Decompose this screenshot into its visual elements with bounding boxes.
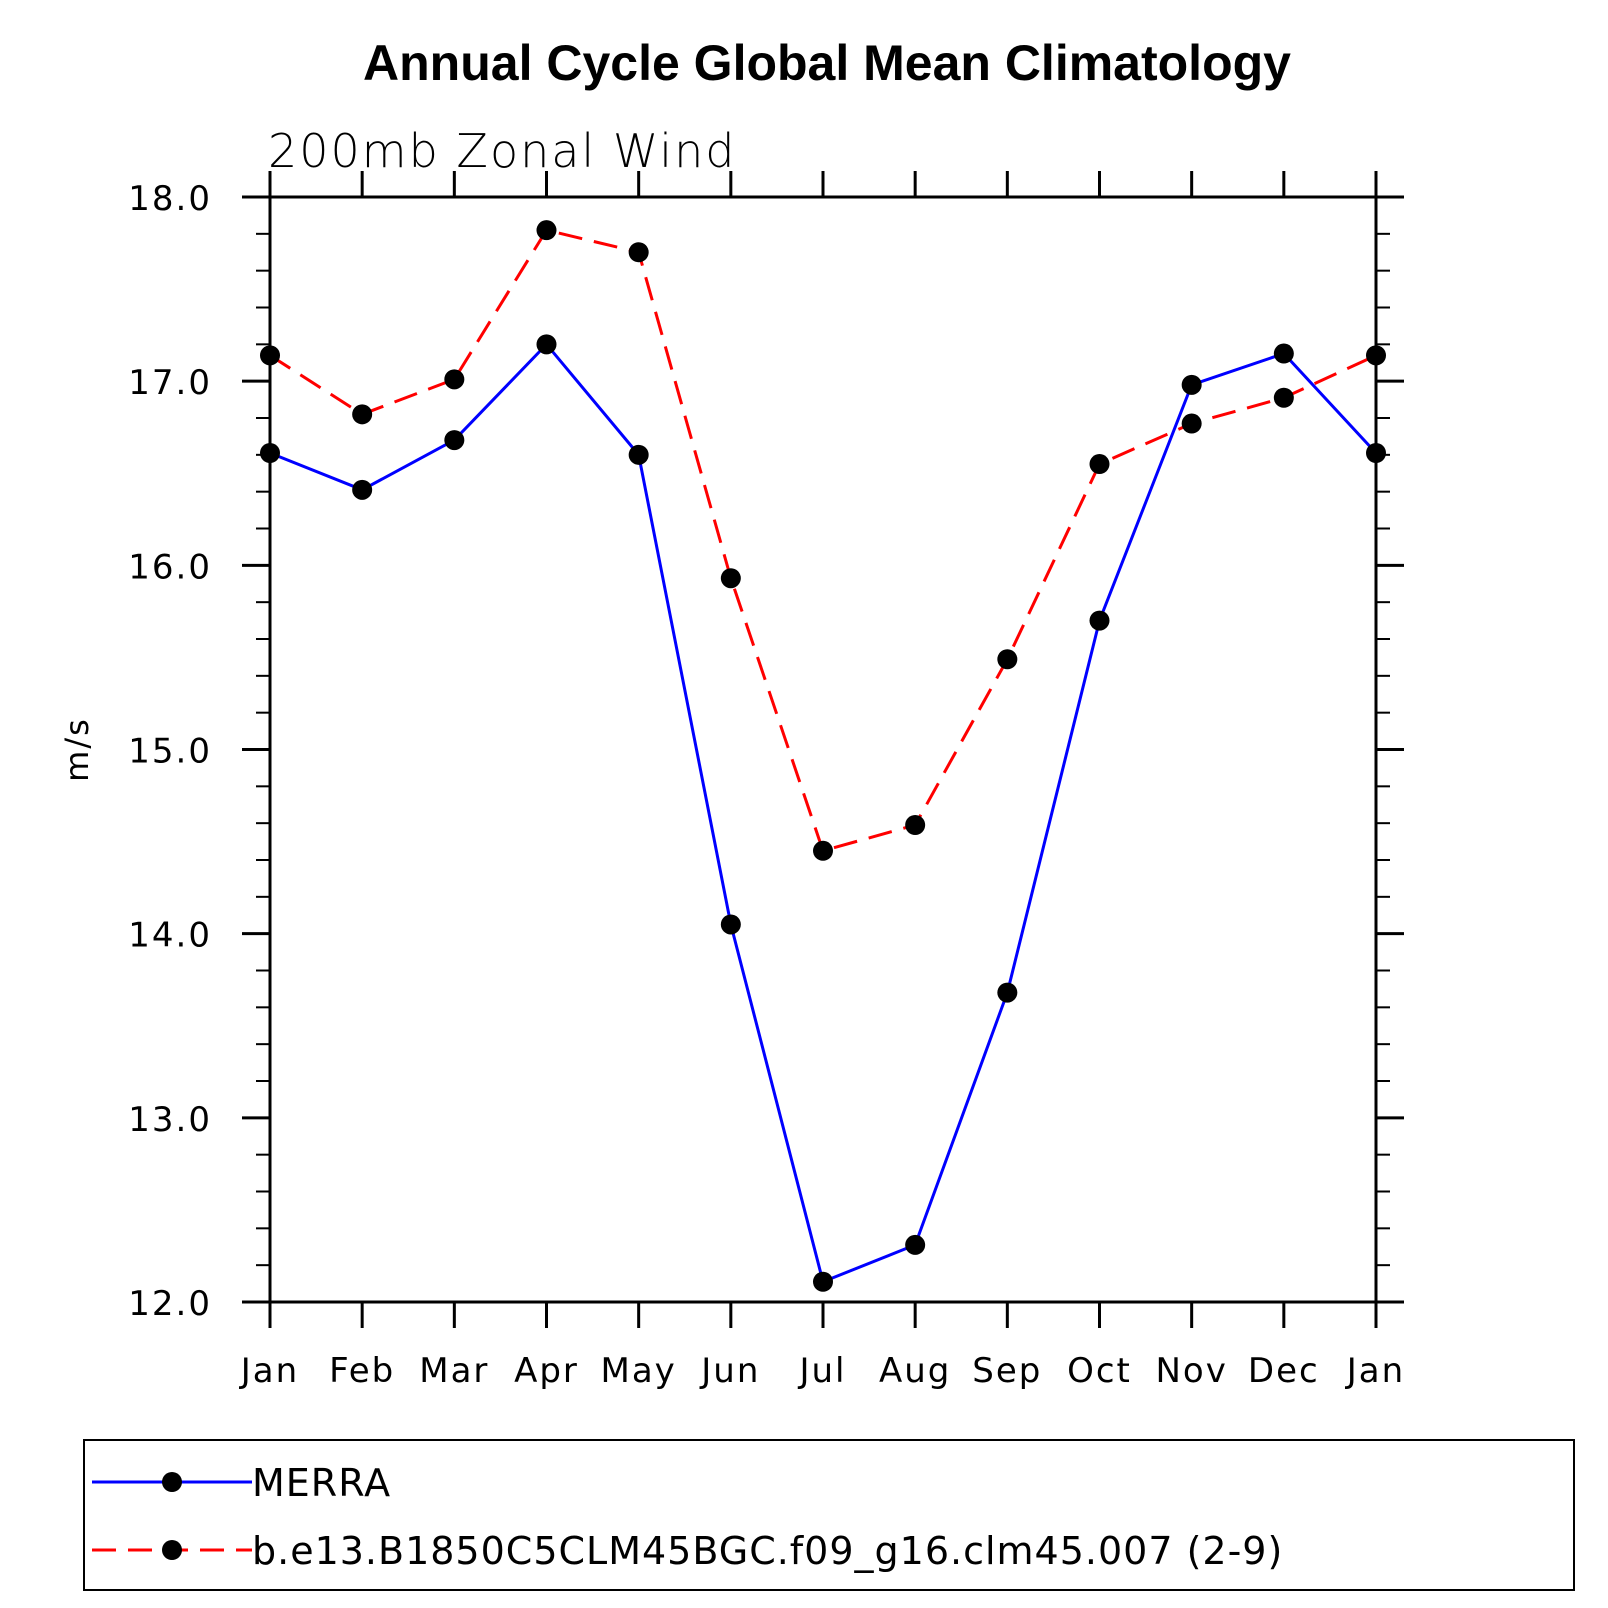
- chart-subtitle: 200mb Zonal Wind: [268, 124, 736, 178]
- data-point: [813, 1271, 833, 1292]
- text-layer: Jan Feb Mar Apr May Jun Jul Aug Sep Oct Nov Dec Jan 1…: [58, 35, 1405, 1391]
- y-tick-label: 14.0: [128, 916, 212, 956]
- data-point: [444, 430, 465, 451]
- legend-box: [83, 1439, 1575, 1591]
- x-tick-label: Aug: [879, 1351, 951, 1391]
- data-point: [720, 914, 741, 935]
- data-point: [536, 334, 557, 355]
- data-point: [352, 404, 373, 425]
- x-tick-label: Jul: [797, 1351, 846, 1391]
- y-tick-label: 12.0: [128, 1284, 212, 1324]
- y-tick-label: 17.0: [128, 363, 212, 403]
- data-point: [1273, 343, 1294, 364]
- data-point: [905, 1234, 926, 1255]
- data-point: [628, 242, 649, 263]
- x-tick-label: Jun: [699, 1351, 760, 1391]
- data-point: [1181, 413, 1202, 434]
- series-line-1: [269, 228, 1377, 853]
- data-point: [813, 840, 833, 861]
- data-point: [905, 815, 926, 836]
- data-point: [1366, 442, 1386, 463]
- legend-entry-label: b.e13.B1850C5CLM45BGC.f09_g16.clm45.007 …: [252, 1529, 1283, 1573]
- legend-entry-label: MERRA: [252, 1461, 391, 1505]
- legend-marker: [162, 1472, 182, 1492]
- data-point: [720, 568, 741, 589]
- data-point: [1181, 374, 1202, 395]
- x-tick-label: May: [601, 1351, 677, 1391]
- chart-title: Annual Cycle Global Mean Climatology: [363, 35, 1291, 91]
- x-tick-label: Feb: [329, 1351, 395, 1391]
- data-point: [352, 479, 373, 500]
- series-line-0: [269, 342, 1378, 1284]
- plot-frame-layer: [268, 195, 1378, 1304]
- x-tick-label: Oct: [1067, 1351, 1132, 1391]
- data-point: [260, 345, 280, 366]
- data-point: [1089, 610, 1110, 631]
- x-tick-label: Nov: [1155, 1351, 1227, 1391]
- data-point: [444, 369, 465, 390]
- data-point: [997, 982, 1018, 1003]
- x-tick-label: Jan: [1345, 1351, 1405, 1391]
- plot-border: [268, 195, 1378, 1304]
- x-tick-label: Dec: [1248, 1351, 1320, 1391]
- x-tick-label: Mar: [419, 1351, 489, 1391]
- legend: MERRA b.e13.B1850C5CLM45BGC.f09_g16.clm45…: [83, 1439, 1575, 1591]
- data-point: [260, 442, 280, 463]
- axis-ticks-layer: [242, 171, 1404, 1328]
- legend-marker: [162, 1540, 182, 1560]
- y-tick-label: 13.0: [128, 1100, 212, 1140]
- x-tick-label: Jan: [239, 1351, 299, 1391]
- y-tick-label: 15.0: [128, 732, 212, 772]
- data-point: [997, 649, 1018, 670]
- x-tick-label: Apr: [514, 1351, 579, 1391]
- data-point: [536, 220, 557, 241]
- y-tick-label: 16.0: [128, 547, 212, 587]
- series-layer: [260, 220, 1386, 1292]
- data-point: [1089, 454, 1110, 475]
- y-tick-label: 18.0: [128, 179, 212, 219]
- x-tick-label: Sep: [972, 1351, 1042, 1391]
- data-point: [1366, 345, 1386, 366]
- data-point: [1273, 387, 1294, 408]
- y-axis-label: m/s: [58, 717, 96, 782]
- data-point: [628, 444, 649, 465]
